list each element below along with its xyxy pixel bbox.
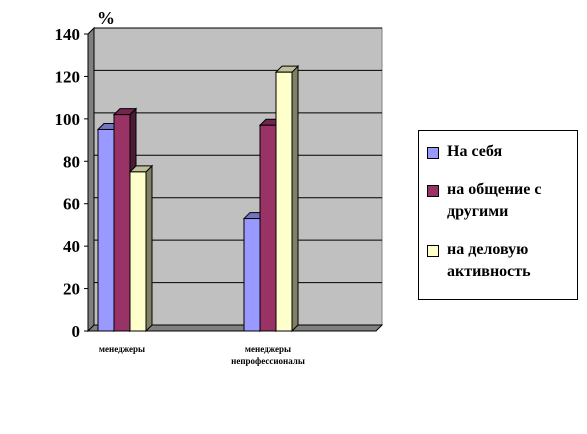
legend: На себя на общение с другими на деловую ак…	[418, 130, 578, 300]
bar-side	[291, 64, 299, 333]
legend-label: На себя	[447, 143, 503, 160]
y-tick-label: 80	[63, 152, 80, 171]
y-tick-label: 40	[63, 237, 80, 256]
legend-swatch	[427, 185, 439, 197]
y-tick-label: 140	[55, 25, 81, 44]
y-tick-label: 0	[72, 322, 81, 341]
bar	[97, 128, 115, 332]
y-tick-label: 60	[63, 195, 80, 214]
bar	[129, 171, 147, 332]
legend-swatch	[427, 147, 439, 159]
legend-item: на общение с другими	[427, 179, 573, 223]
legend-label: на деловую активность	[447, 241, 531, 280]
y-tick-label: 20	[63, 280, 80, 299]
y-tick-label: 100	[55, 110, 81, 129]
side-wall	[87, 26, 95, 333]
x-tick-label: менеджеры	[98, 344, 146, 354]
bar	[243, 218, 261, 332]
bar	[259, 124, 277, 332]
y-axis-label: %	[97, 8, 115, 28]
y-tick-label: 120	[55, 67, 81, 86]
legend-swatch	[427, 245, 439, 257]
bar	[275, 71, 293, 332]
bar	[113, 114, 131, 332]
legend-label: на общение с другими	[447, 181, 542, 220]
legend-item: на деловую активность	[427, 239, 573, 283]
bar-side	[145, 164, 153, 333]
legend-item: На себя	[427, 141, 573, 163]
x-tick-label: менеджеры непрофессионалы	[231, 344, 305, 366]
